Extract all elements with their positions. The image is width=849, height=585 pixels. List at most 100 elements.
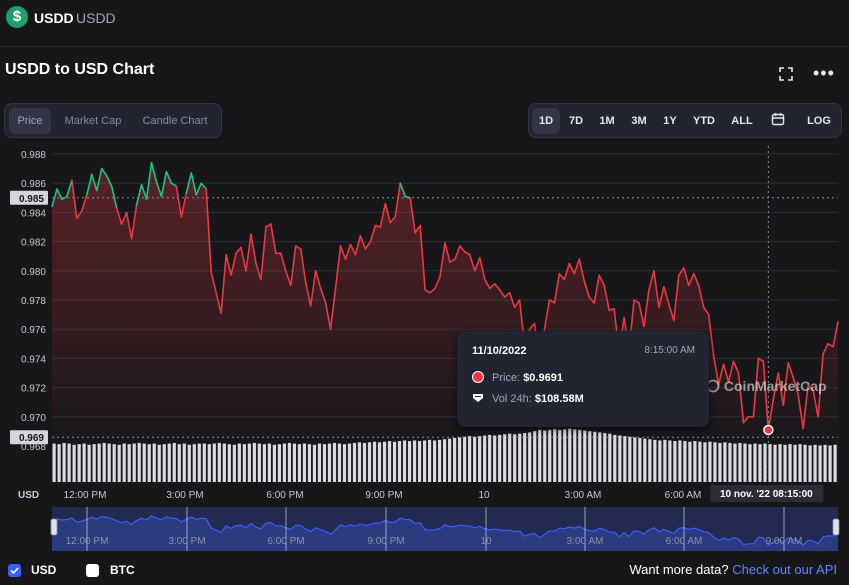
usdd-logo-icon: $ xyxy=(6,6,28,28)
tab-price[interactable]: Price xyxy=(9,108,51,134)
price-line-segment xyxy=(608,307,615,312)
volume-bar xyxy=(653,439,657,482)
tab-candle-chart[interactable]: Candle Chart xyxy=(142,115,208,127)
price-line-segment xyxy=(359,234,367,250)
volume-bar xyxy=(608,433,612,482)
price-line-segment xyxy=(682,267,690,287)
volume-bar xyxy=(237,443,241,482)
volume-bar xyxy=(157,444,161,482)
tab-market-cap[interactable]: Market Cap xyxy=(64,115,122,127)
price-line-segment xyxy=(742,415,750,424)
volume-bar xyxy=(673,441,677,482)
price-line-segment xyxy=(598,274,605,287)
volume-bar xyxy=(463,436,467,482)
price-line-segment xyxy=(165,170,173,185)
y-tick-label: 0.980 xyxy=(21,267,46,278)
range-navigator[interactable]: 12:00 PM 3:00 PM 6:00 PM 9:00 PM 10 3:00 AM 6:… xyxy=(50,507,840,551)
volume-bar xyxy=(392,441,397,482)
volume-bar xyxy=(528,432,532,482)
expand-icon[interactable] xyxy=(778,66,794,87)
price-line-segment xyxy=(66,179,73,198)
volume-bar xyxy=(678,440,682,482)
x-axis: 12:00 PM 3:00 PM 6:00 PM 9:00 PM 10 3:00 AM 6:… xyxy=(18,485,824,502)
range-1y-button[interactable]: 1Y xyxy=(663,115,677,127)
price-line-segment xyxy=(513,299,521,309)
volume-bar xyxy=(683,441,687,482)
volume-bar xyxy=(473,436,477,482)
volume-bar xyxy=(322,444,327,482)
crosshair-price-tag: 0.969 xyxy=(19,433,44,444)
currency-axis-label: USD xyxy=(18,490,39,501)
price-line-segment xyxy=(344,243,352,260)
volume-bar xyxy=(598,432,602,482)
range-ytd-button[interactable]: YTD xyxy=(693,115,715,127)
range-all-button[interactable]: ALL xyxy=(731,115,753,127)
navigator-tick-label: 3:00 AM xyxy=(567,536,604,547)
btc-checkbox[interactable] xyxy=(86,564,99,577)
price-line-segment xyxy=(643,288,650,328)
volume-bar xyxy=(412,440,417,482)
price-line-segment xyxy=(95,167,103,192)
volume-bar xyxy=(523,433,527,482)
range-3m-button[interactable]: 3M xyxy=(631,115,647,127)
price-line-segment xyxy=(130,204,138,240)
volume-bar xyxy=(132,443,136,482)
price-line-segment xyxy=(339,245,347,260)
usd-checkbox[interactable] xyxy=(8,564,21,577)
price-line-segment xyxy=(379,202,387,228)
price-line-segment xyxy=(648,270,655,291)
more-icon[interactable]: ••• xyxy=(813,63,835,83)
price-tooltip: 11/10/2022 8:15:00 AM Price: $0.9691 Vol… xyxy=(457,331,709,427)
check-icon xyxy=(10,567,19,575)
price-line-segment xyxy=(454,245,461,260)
volume-bar xyxy=(372,441,377,482)
price-line-segment xyxy=(787,361,795,379)
price-line-segment xyxy=(369,224,377,243)
range-1d-button[interactable]: 1D xyxy=(532,108,560,134)
price-line-segment xyxy=(349,243,357,256)
y-tick-label: 0.968 xyxy=(21,442,46,453)
price-line-segment xyxy=(61,195,68,201)
volume-bar xyxy=(833,444,837,482)
volume-bar xyxy=(733,443,737,482)
price-line-segment xyxy=(727,360,735,383)
price-line-segment xyxy=(737,372,745,424)
range-7d-button[interactable]: 7D xyxy=(568,115,584,127)
price-line-segment xyxy=(474,256,481,272)
volume-bar xyxy=(287,442,292,482)
price-line-segment xyxy=(807,383,814,392)
navigator-right-handle[interactable] xyxy=(832,518,840,536)
price-line-segment xyxy=(543,299,551,330)
price-line-segment xyxy=(180,192,188,218)
volume-bar xyxy=(82,443,86,482)
price-line-segment xyxy=(250,233,257,265)
x-tick-label: 10 xyxy=(478,490,490,501)
y-tick-label: 0.970 xyxy=(21,413,46,424)
price-line-segment xyxy=(334,245,342,290)
log-scale-button[interactable]: LOG xyxy=(807,115,831,127)
y-tick-label: 0.986 xyxy=(21,179,46,190)
api-link[interactable]: Check out our API xyxy=(732,562,837,577)
price-line-segment xyxy=(444,242,451,263)
volume-bar xyxy=(352,442,357,482)
volume-bar xyxy=(743,443,747,482)
volume-bar xyxy=(67,443,71,482)
navigator-left-handle[interactable] xyxy=(50,518,58,536)
price-line-segment xyxy=(483,278,491,290)
price-line-segment xyxy=(459,245,466,253)
volume-bar xyxy=(668,440,672,482)
range-1m-button[interactable]: 1M xyxy=(599,115,615,127)
volume-bar xyxy=(442,439,447,482)
calendar-icon[interactable] xyxy=(765,108,791,134)
coin-header: $ USDD USDD xyxy=(0,0,849,47)
price-line-segment xyxy=(802,383,809,430)
volume-bar xyxy=(573,429,577,482)
price-line-segment xyxy=(255,262,262,281)
price-line-segment xyxy=(434,275,441,290)
price-line-segment xyxy=(81,194,88,212)
price-chart[interactable]: 0.988 0.986 0.984 0.982 0.980 0.978 0.976 0.974… xyxy=(0,130,849,560)
volume-bar xyxy=(558,429,562,482)
price-line-segment xyxy=(404,195,411,199)
price-line-segment xyxy=(260,226,267,281)
volume-bar xyxy=(112,444,116,482)
